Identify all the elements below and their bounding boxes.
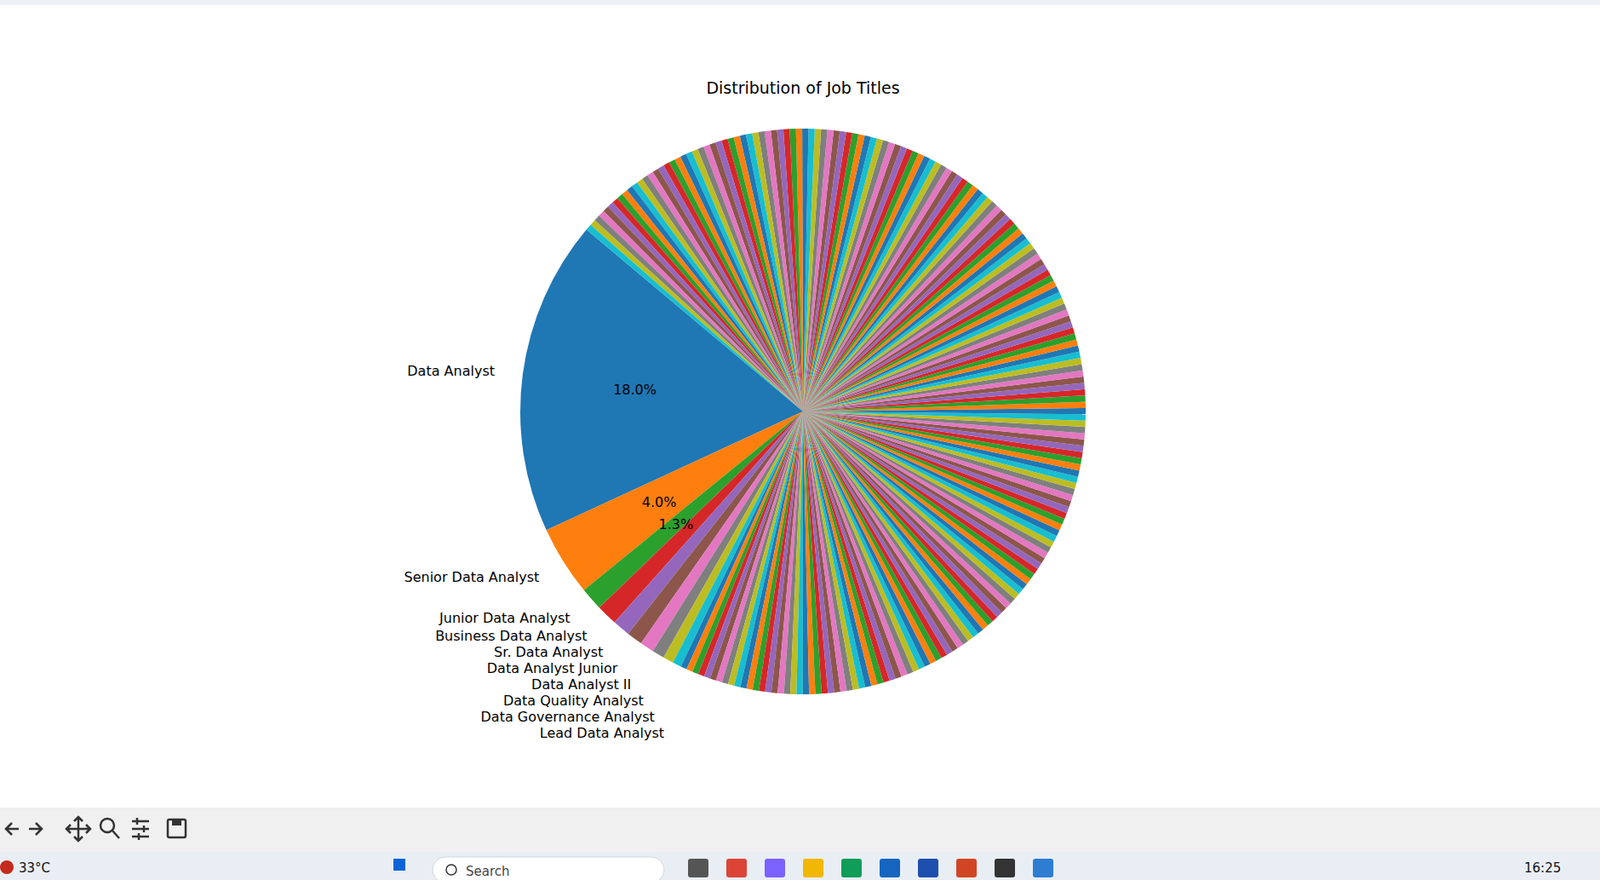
taskbar-app[interactable] <box>841 858 862 878</box>
slice-label: Data Quality Analyst <box>503 692 644 709</box>
search-box[interactable] <box>432 856 665 880</box>
pie-slice <box>777 411 803 694</box>
pie-slice <box>612 198 803 412</box>
save-button[interactable] <box>167 819 186 838</box>
slice-label: Sr. Data Analyst <box>493 643 603 660</box>
pie-slice <box>603 206 803 412</box>
taskbar-app[interactable] <box>764 858 786 878</box>
pie-slice <box>802 128 809 412</box>
back-button[interactable] <box>5 822 19 835</box>
taskbar-app[interactable] <box>994 858 1016 878</box>
pie-slice <box>802 128 815 412</box>
taskbar: 33°C Search 16:25 <box>0 851 1600 880</box>
value-label: 1.3% <box>659 516 694 533</box>
clock: 16:25 <box>1524 860 1561 876</box>
weather-badge <box>0 860 14 874</box>
zoom-button[interactable] <box>100 818 115 832</box>
pie-slice <box>586 224 803 412</box>
pie-slice <box>599 211 803 412</box>
pie-slice <box>802 411 1086 434</box>
pie-slice <box>626 186 803 412</box>
slice-label: Data Analyst Junior <box>487 659 619 677</box>
pie-slice <box>590 219 804 412</box>
pie-slice <box>802 128 821 412</box>
chart-title: Distribution of Job Titles <box>705 78 900 98</box>
pie-slice <box>790 411 803 694</box>
taskbar-app[interactable] <box>917 858 939 878</box>
slice-label: Lead Data Analyst <box>539 724 665 741</box>
weather: 33°C <box>18 860 51 876</box>
search-icon <box>446 864 457 875</box>
taskbar-app[interactable] <box>726 858 747 878</box>
pie-slice <box>607 202 803 412</box>
slice-label: Business Data Analyst <box>435 627 587 644</box>
search-text: Search <box>465 863 511 879</box>
labels: 18.0% 4.0% 1.3% Data Analyst Senior Data Ana… <box>404 362 694 741</box>
toolbar-bg <box>0 807 1600 852</box>
pie-slice <box>622 189 803 412</box>
pan-button[interactable] <box>66 816 91 841</box>
pie-slice <box>636 178 803 412</box>
pie-slice <box>617 194 803 412</box>
slice-label: Data Governance Analyst <box>481 708 655 725</box>
pie-slice <box>802 411 1085 440</box>
background <box>0 0 1600 880</box>
value-label: 4.0% <box>642 493 677 511</box>
zoom-handle[interactable] <box>112 830 120 838</box>
taskbar-app[interactable] <box>688 858 709 878</box>
toolbar <box>0 807 1600 852</box>
slice-label: Data Analyst II <box>531 676 631 693</box>
taskbar-bg <box>0 851 1600 880</box>
pie-slice <box>796 411 803 694</box>
taskbar-app[interactable] <box>879 858 901 878</box>
taskbar-app[interactable] <box>1032 858 1054 878</box>
value-label: 18.0% <box>613 381 657 398</box>
slice-label: Data Analyst <box>407 362 495 379</box>
taskbar-app[interactable] <box>802 858 824 878</box>
taskbar-app[interactable] <box>956 858 977 878</box>
pie-slice <box>802 129 828 412</box>
pie-slice <box>784 411 803 694</box>
slice-label: Senior Data Analyst <box>404 568 540 585</box>
forward-button[interactable] <box>28 822 42 835</box>
start-button[interactable] <box>393 858 406 871</box>
screen: Distribution of Job Titles 18.0% 4.0% 1.3% D… <box>0 0 1600 880</box>
configure-button[interactable] <box>131 817 150 840</box>
save-icon-detail <box>172 819 182 826</box>
window-top-bar <box>0 0 1600 6</box>
pie-slice <box>631 182 803 412</box>
slices <box>520 128 1086 694</box>
slice-label: Junior Data Analyst <box>438 609 571 626</box>
pie-slice <box>594 215 803 412</box>
